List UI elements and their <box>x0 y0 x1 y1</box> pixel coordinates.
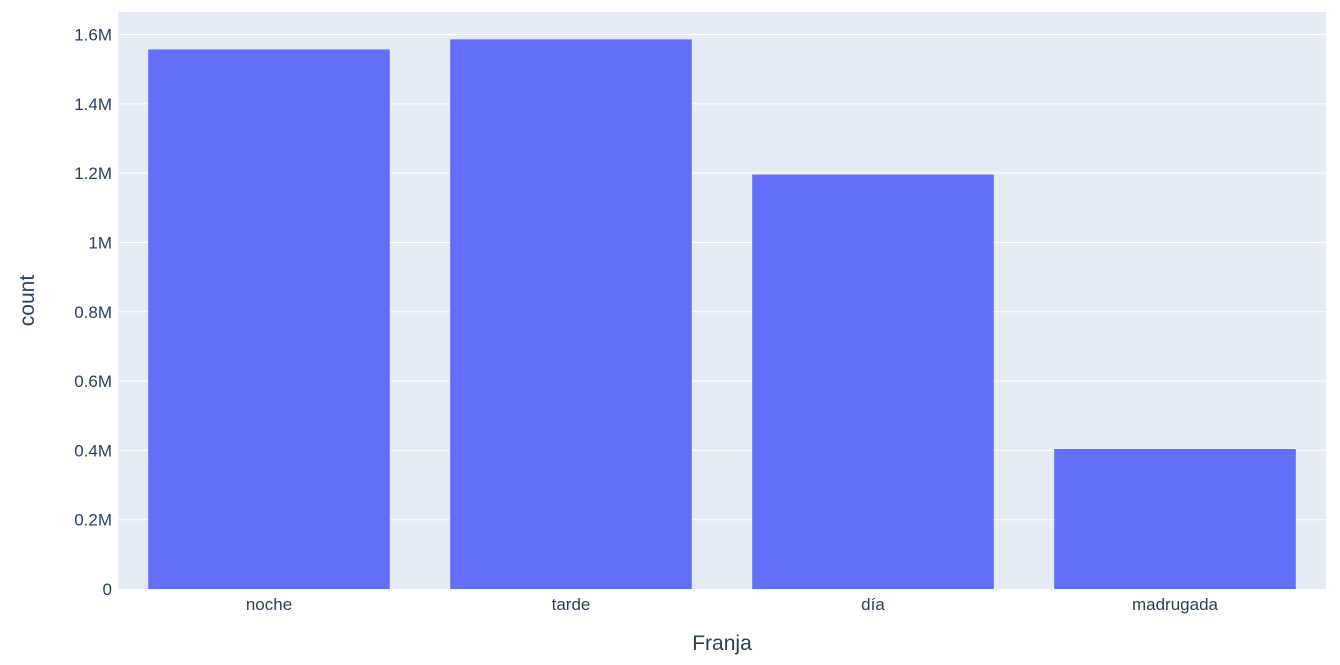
y-tick-label: 0.2M <box>74 511 112 530</box>
x-tick-label: tarde <box>552 595 591 614</box>
bar-1 <box>148 49 390 590</box>
y-tick-label: 0.8M <box>74 303 112 322</box>
x-axis-ticks: noche tarde día madrugada <box>246 595 1219 614</box>
x-tick-label: noche <box>246 595 292 614</box>
y-axis-title: count <box>16 275 39 327</box>
x-tick-label: madrugada <box>1132 595 1219 614</box>
y-tick-label: 1.6M <box>74 26 112 45</box>
x-axis-title: Franja <box>692 632 752 655</box>
bar-4 <box>1054 448 1296 589</box>
y-axis-ticks: 0 0.2M 0.4M 0.6M 0.8M 1M 1.2M 1.4M 1.6M <box>74 26 112 599</box>
y-tick-label: 1M <box>88 233 112 252</box>
bar-3 <box>752 174 994 589</box>
y-tick-label: 0.6M <box>74 372 112 391</box>
y-tick-label: 1.4M <box>74 95 112 114</box>
x-tick-label: día <box>861 595 885 614</box>
y-tick-label: 0 <box>103 580 112 599</box>
bar-2 <box>450 39 692 589</box>
y-tick-label: 1.2M <box>74 164 112 183</box>
bars <box>148 39 1296 590</box>
y-tick-label: 0.4M <box>74 441 112 460</box>
